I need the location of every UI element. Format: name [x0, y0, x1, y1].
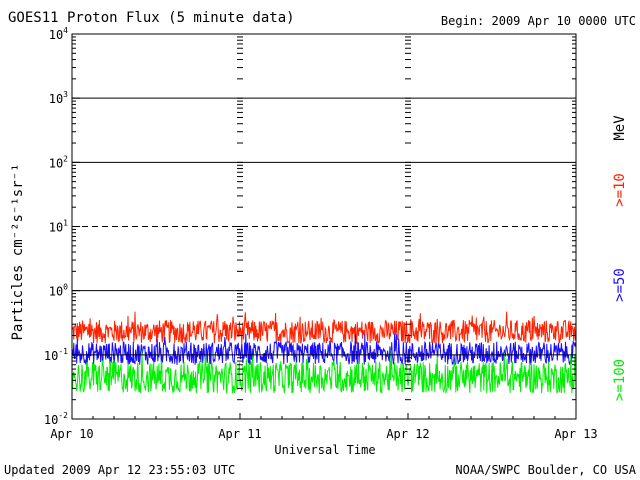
gridlines [72, 36, 576, 420]
legend-label: >=100 [612, 359, 628, 401]
legend-unit: MeV [612, 115, 628, 141]
legend: MeV >=10 >=50 >=100 [612, 115, 628, 401]
x-tick-label: Apr 12 [386, 427, 429, 441]
day-tick-column [237, 36, 243, 420]
x-axis-label: Universal Time [274, 443, 375, 457]
legend-label: >=10 [612, 173, 628, 207]
y-axis-ticks: 104 103 102 101 100 10-1 10-2 [44, 26, 576, 427]
series-line [71, 333, 577, 366]
y-axis-label: Particles cm⁻²s⁻¹sr⁻¹ [10, 163, 26, 340]
y-tick-label: 101 [49, 219, 68, 235]
x-tick-label: Apr 11 [218, 427, 261, 441]
y-tick-label: 103 [49, 90, 68, 106]
data-source: NOAA/SWPC Boulder, CO USA [455, 463, 636, 477]
series-line [71, 349, 577, 394]
updated-timestamp: Updated 2009 Apr 12 23:55:03 UTC [4, 463, 235, 477]
y-tick-label: 102 [49, 154, 68, 170]
legend-label: >=50 [612, 268, 628, 302]
series-lines [71, 311, 577, 394]
y-tick-label: 104 [49, 26, 68, 42]
day-tick-column [405, 36, 411, 420]
y-tick-label: 10-1 [44, 347, 68, 363]
y-tick-label: 100 [49, 283, 68, 299]
series-line [71, 311, 577, 345]
chart-title: GOES11 Proton Flux (5 minute data) [8, 10, 295, 26]
y-tick-label: 10-2 [44, 411, 68, 427]
x-tick-label: Apr 13 [554, 427, 597, 441]
x-tick-label: Apr 10 [50, 427, 93, 441]
begin-label: Begin: 2009 Apr 10 0000 UTC [441, 14, 636, 28]
x-axis-ticks: Apr 10 Apr 11 Apr 12 Apr 13 [50, 413, 598, 441]
